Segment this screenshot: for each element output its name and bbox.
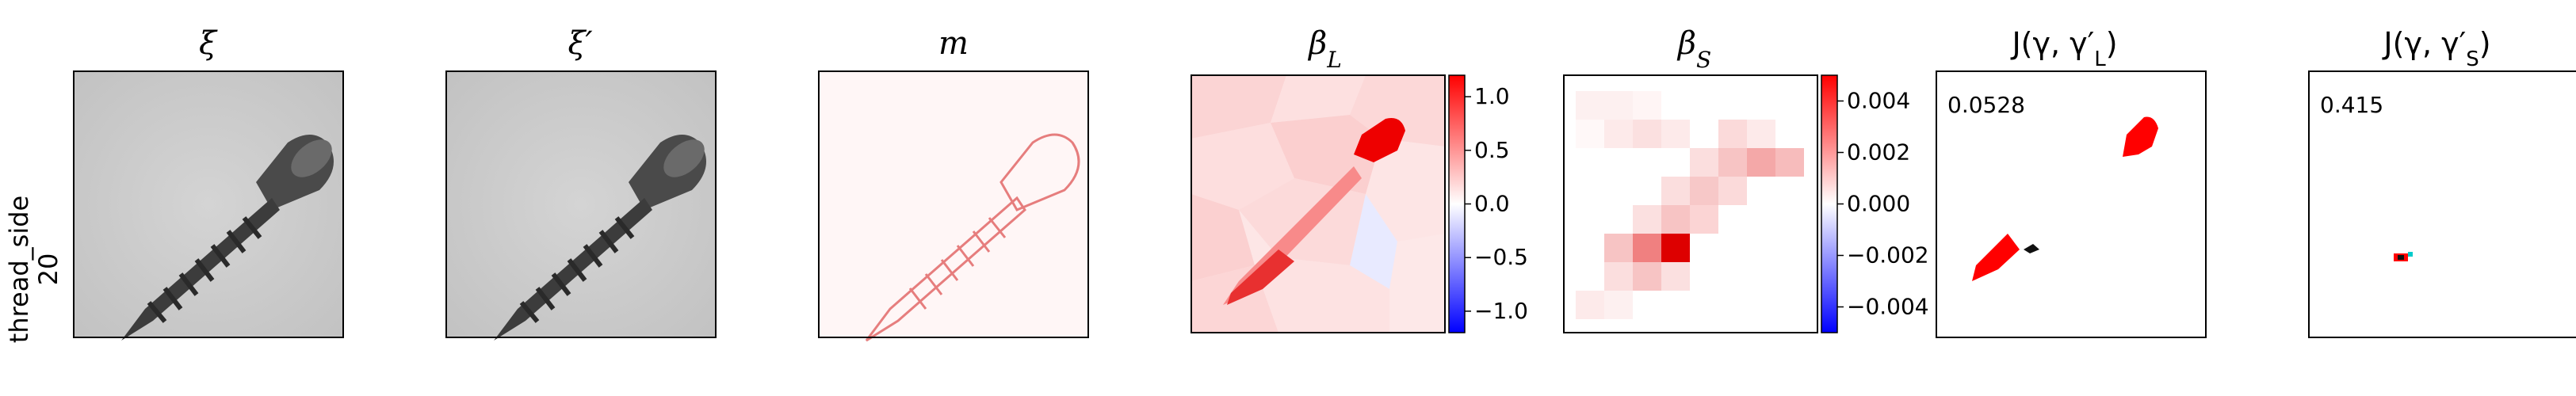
attribution-cell (1576, 291, 1604, 319)
attribution-cell (1690, 148, 1718, 177)
colorbar-tick-label: −1.0 (1474, 298, 1528, 324)
axes-frame (818, 70, 1089, 338)
panel-title-m: m (938, 25, 969, 62)
panel-title-xi-prime: ξ′ (568, 25, 592, 62)
attribution-cell (1775, 148, 1804, 177)
attribution-cell (1661, 120, 1690, 148)
attribution-cell (1604, 234, 1633, 262)
panel-title-J-S: J(γ, γ′S) (2382, 26, 2490, 71)
overlap-region (2398, 255, 2404, 260)
panel-J-L: J(γ, γ′L) 0.0528 (1936, 26, 2207, 338)
panel-title-J-L: J(γ, γ′L) (2010, 26, 2117, 71)
panel-title-beta-S: βS (1676, 25, 1711, 73)
jaccard-score: 0.0528 (1947, 92, 2025, 118)
attribution-cell (1661, 205, 1690, 234)
axes-frame (1563, 74, 1818, 333)
mask-region (2408, 252, 2413, 257)
attribution-cell (1633, 234, 1661, 262)
overlap-region (2024, 244, 2039, 253)
axes-frame (2308, 70, 2576, 338)
attribution-cell (1633, 262, 1661, 291)
colorbar-tick-label: 0.0 (1474, 191, 1510, 217)
axes-frame (1191, 74, 1446, 333)
panel-beta-L: βL 1.00.50 (1191, 25, 1528, 333)
colorbar-tick-label: 0.002 (1847, 139, 1910, 166)
panel-xi: ξ (73, 25, 344, 341)
attribution-cell (1661, 262, 1690, 291)
attribution-cell (1747, 148, 1775, 177)
attribution-cell (1633, 120, 1661, 148)
colorbar-beta-S: 0.004 0.002 0.000 −0.002 −0.004 (1821, 74, 1929, 333)
row-label-line1: thread_side (4, 196, 34, 343)
axes-frame (73, 70, 344, 338)
colorbar-tick-label: −0.002 (1847, 242, 1929, 268)
attribution-cell (1604, 291, 1633, 319)
colorbar-tick-label: 1.0 (1474, 83, 1510, 109)
colorbar-tick-label: −0.5 (1474, 244, 1528, 270)
attribution-grid (1576, 91, 1804, 319)
panel-xi-prime: ξ′ (445, 25, 717, 341)
colorbar-tick-label: 0.5 (1474, 137, 1510, 163)
attribution-cell (1747, 120, 1775, 148)
attribution-cell (1661, 177, 1690, 205)
axes-frame (1936, 70, 2207, 338)
colorbar-tick-label: 0.000 (1847, 191, 1910, 217)
screw-head-attribution (1354, 118, 1405, 162)
attribution-cell (1633, 91, 1661, 120)
panel-m: m (818, 25, 1089, 342)
mask-region (1972, 234, 2020, 281)
attribution-cell (1718, 177, 1747, 205)
row-label-line2: 20 (33, 253, 63, 286)
panel-title-xi: ξ (199, 25, 218, 62)
attribution-cell (1576, 91, 1604, 120)
mask-outline (865, 133, 1080, 342)
colorbar-tick-label: −0.004 (1847, 294, 1929, 320)
attribution-cell (1661, 234, 1690, 262)
superpixel-regions (1191, 75, 1445, 333)
attribution-cell (1576, 120, 1604, 148)
attribution-cell (1718, 148, 1747, 177)
panel-beta-S: βS 0.004 0.002 0.000 −0.002 −0.004 (1563, 25, 1929, 333)
mask-region (2123, 116, 2158, 157)
attribution-cell (1604, 91, 1633, 120)
attribution-cell (1690, 177, 1718, 205)
colorbar-tick-label: 0.004 (1847, 88, 1910, 114)
panel-J-S: J(γ, γ′S) 0.415 (2308, 26, 2576, 338)
attribution-cell (1604, 120, 1633, 148)
panel-title-beta-L: βL (1307, 25, 1342, 73)
colorbar-beta-L: 1.0 0.5 0.0 −0.5 −1.0 (1448, 74, 1528, 333)
attribution-cell (1690, 205, 1718, 234)
attribution-cell (1633, 205, 1661, 234)
attribution-cell (1718, 120, 1747, 148)
axes-frame (445, 70, 717, 338)
attribution-cell (1604, 262, 1633, 291)
jaccard-score: 0.415 (2320, 92, 2383, 118)
row-label: thread_side 20 (4, 196, 63, 343)
